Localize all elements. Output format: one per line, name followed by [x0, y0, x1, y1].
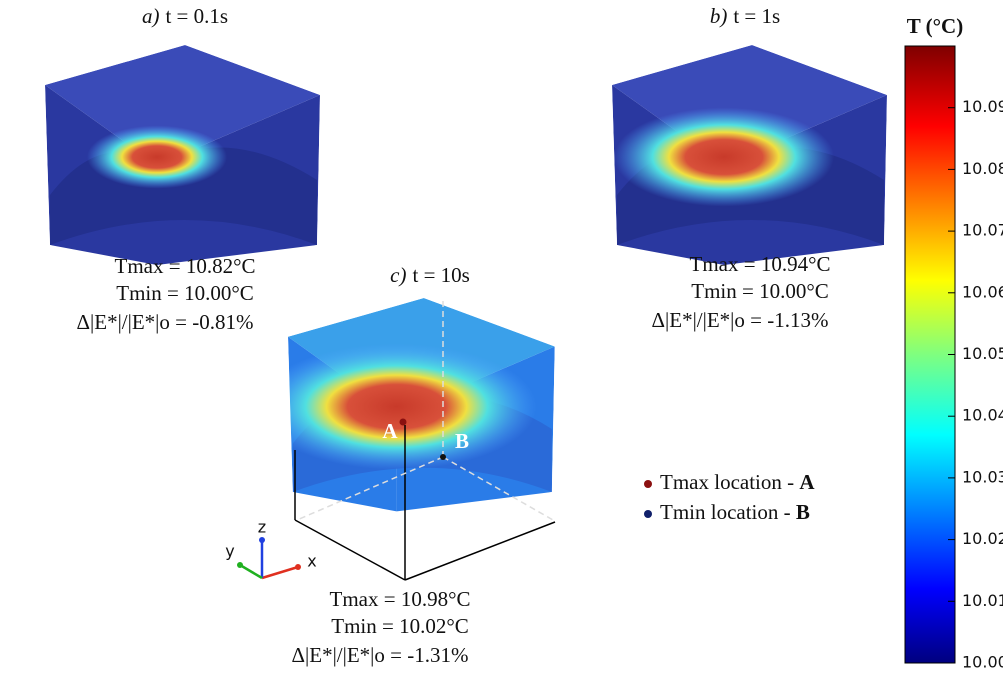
axis-arrow	[261, 565, 299, 580]
hot-spot	[288, 343, 537, 470]
point-b-label: B	[455, 429, 469, 453]
legend-entry: Tmax location - A	[660, 470, 815, 494]
panel: c) t = 10s Tmax = 10.98°C Tmin = 10.02°C Δ|E…	[288, 263, 556, 667]
axis-label: y	[225, 542, 234, 561]
modulus-change: Δ|E*|/|E*|o = -0.81%	[77, 310, 254, 334]
axis-label: x	[307, 552, 316, 571]
cube	[612, 45, 887, 265]
axis-label: z	[258, 518, 266, 537]
legend-marker	[644, 480, 652, 488]
colorbar-title: T (°C)	[907, 14, 963, 38]
panel: b) t = 1s Tmax = 10.94°C Tmin = 10.00°C Δ|E*…	[612, 4, 887, 332]
tmax: Tmax = 10.82°C	[115, 254, 256, 278]
legend-point: B	[796, 500, 810, 524]
box-edge	[404, 521, 556, 581]
colorbar-tick-label: 10.00	[962, 653, 1003, 672]
panel-title: a) t = 0.1s	[142, 4, 228, 28]
legend-text: Tmax location -	[660, 470, 799, 494]
colorbar-tick-label: 10.02	[962, 529, 1003, 548]
box-edge	[294, 519, 406, 581]
cube	[45, 45, 320, 265]
box-edge	[442, 456, 554, 521]
colorbar-tick-label: 10.09	[962, 97, 1003, 116]
hot-spot	[87, 125, 227, 189]
tmax: Tmax = 10.94°C	[690, 252, 831, 276]
cube	[288, 298, 555, 512]
legend-marker	[644, 510, 652, 518]
tmin: Tmin = 10.00°C	[116, 281, 254, 305]
point-b	[440, 454, 446, 460]
modulus-change: Δ|E*|/|E*|o = -1.13%	[652, 308, 829, 332]
legend-point: A	[799, 470, 815, 494]
panel-label: a)	[142, 4, 160, 28]
panel-time: t = 0.1s	[165, 4, 228, 28]
colorbar-tick-label: 10.04	[962, 406, 1003, 425]
legend-entry: Tmin location - B	[660, 500, 810, 524]
axis-arrow	[239, 563, 263, 580]
panel-time: t = 1s	[733, 4, 780, 28]
point-a	[399, 418, 407, 426]
box-edge	[296, 456, 444, 521]
panel-title: c) t = 10s	[390, 263, 470, 287]
panel-time: t = 10s	[412, 263, 469, 287]
top-face	[45, 45, 320, 165]
tmin: Tmin = 10.02°C	[331, 614, 469, 638]
colorbar-tick-label: 10.08	[962, 159, 1003, 178]
panel: a) t = 0.1s Tmax = 10.82°C Tmin = 10.00°C Δ|…	[45, 4, 320, 334]
colorbar-tick-label: 10.01	[962, 591, 1003, 610]
top-face	[612, 45, 887, 165]
hot-spot	[614, 107, 834, 207]
colorbar-tick-label: 10.05	[962, 344, 1003, 363]
colorbar	[904, 45, 956, 664]
tmin: Tmin = 10.00°C	[691, 279, 829, 303]
arrow-head	[259, 537, 265, 543]
legend-text: Tmin location -	[660, 500, 796, 524]
colorbar-tick-label: 10.03	[962, 467, 1003, 486]
arrow-head	[237, 562, 243, 568]
point-a-label: A	[382, 419, 398, 443]
tmax: Tmax = 10.98°C	[330, 587, 471, 611]
colorbar-tick-label: 10.07	[962, 221, 1003, 240]
modulus-change: Δ|E*|/|E*|o = -1.31%	[292, 643, 469, 667]
arrow-head	[295, 564, 301, 570]
panel-label: c)	[390, 263, 406, 287]
panel-label: b)	[710, 4, 728, 28]
colorbar-tick-label: 10.06	[962, 282, 1003, 301]
panel-title: b) t = 1s	[710, 4, 780, 28]
